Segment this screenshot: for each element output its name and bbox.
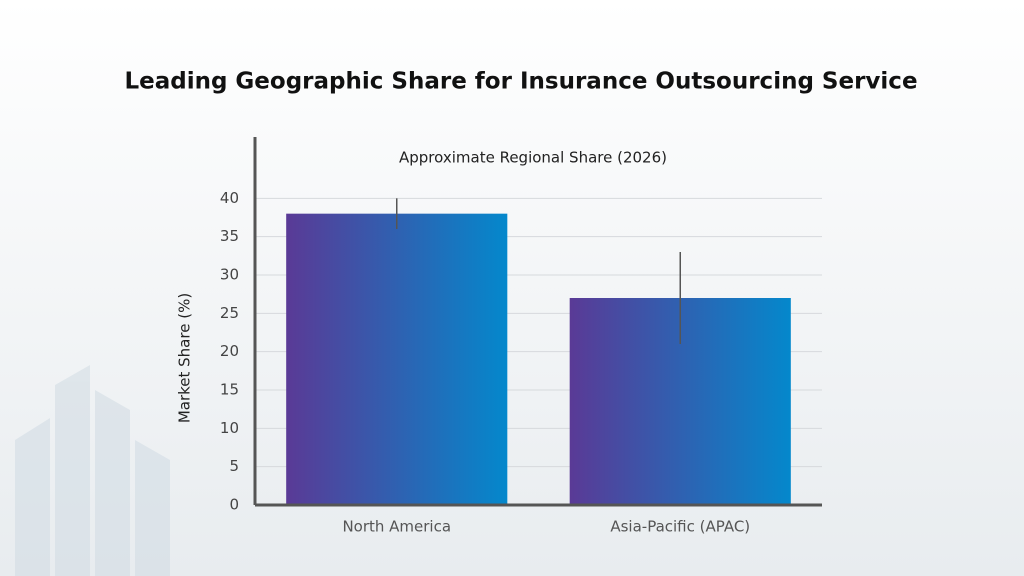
y-tick-label: 5 [229, 457, 239, 475]
y-tick-label: 0 [229, 496, 239, 514]
x-tick-label: North America [342, 518, 451, 536]
y-tick-label: 30 [220, 266, 239, 284]
y-tick-label: 25 [220, 304, 239, 322]
y-tick-label: 40 [220, 189, 239, 207]
y-tick-label: 20 [220, 342, 239, 360]
y-tick-label: 35 [220, 227, 239, 245]
chart-title: Leading Geographic Share for Insurance O… [124, 69, 917, 95]
y-axis-label: Market Share (%) [176, 293, 194, 423]
bar [286, 213, 508, 505]
chart-subtitle: Approximate Regional Share (2026) [399, 149, 667, 167]
y-tick-label: 10 [220, 419, 239, 437]
x-tick-label: Asia-Pacific (APAC) [610, 518, 750, 536]
y-tick-label: 15 [220, 381, 239, 399]
building-decor [15, 365, 170, 576]
